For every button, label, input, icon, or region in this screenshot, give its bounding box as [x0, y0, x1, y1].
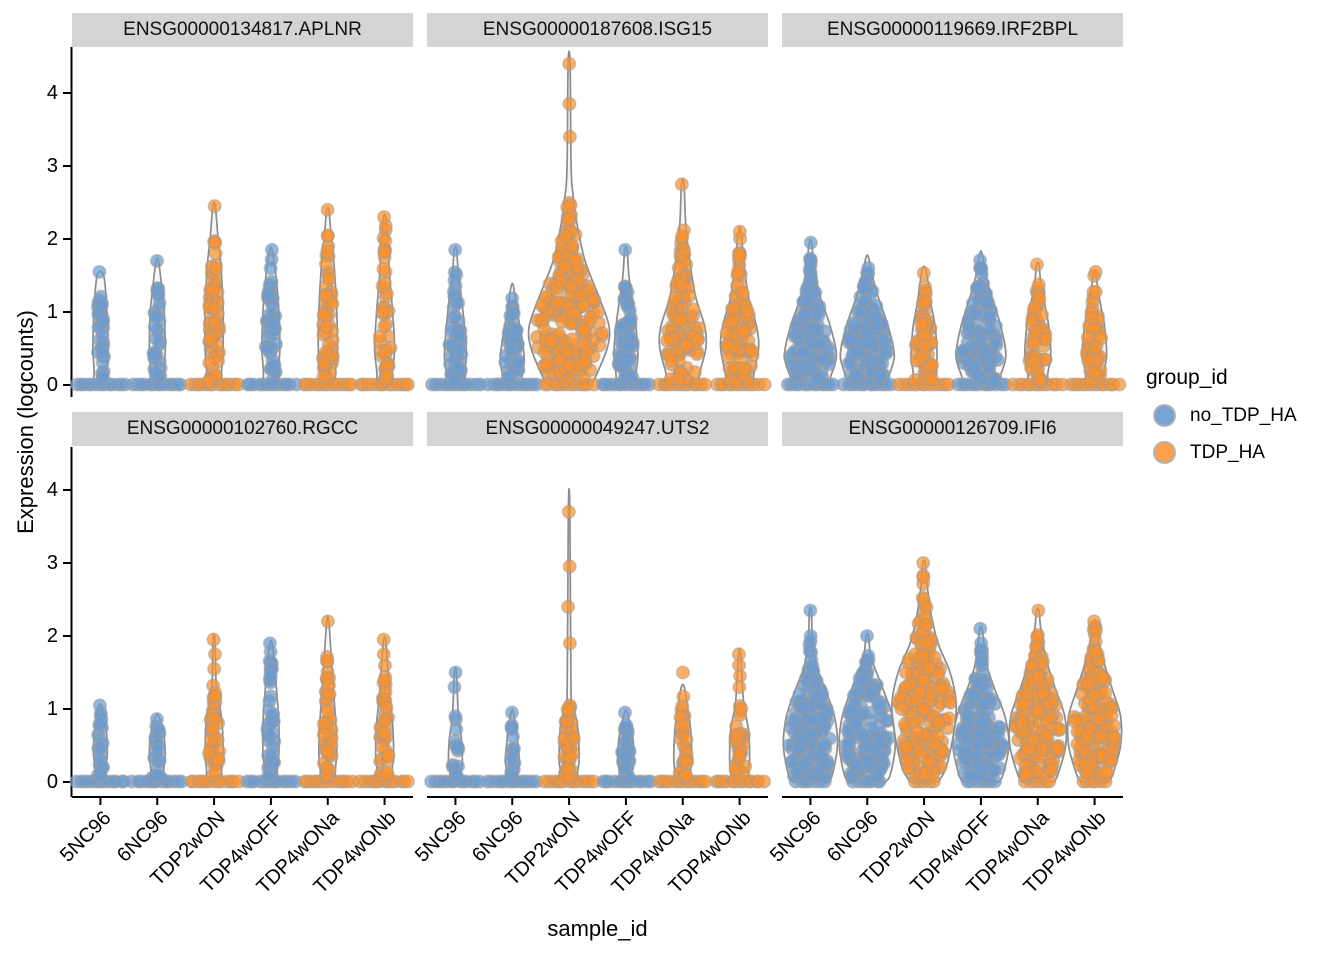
- violin-points-5NC96: [424, 665, 487, 789]
- violin-points-TDP2wON: [184, 632, 246, 789]
- violin-points-TDP4wONa: [652, 665, 713, 789]
- y-tick-label: 2: [46, 625, 58, 647]
- facet-strip-isg15: ENSG00000187608.ISG15: [427, 13, 768, 47]
- violin-points-6NC96: [125, 253, 188, 392]
- legend-entry-tdp-ha: TDP_HA: [1146, 441, 1342, 464]
- violin-points-TDP2wON: [537, 504, 601, 789]
- violin-points-6NC96: [480, 291, 544, 392]
- facet-strip-irf2bpl: ENSG00000119669.IRF2BPL: [782, 13, 1123, 47]
- legend-title: group_id: [1146, 366, 1228, 389]
- facet-strip-uts2: ENSG00000049247.UTS2: [427, 412, 768, 446]
- violin-points-TDP4wONb: [1064, 264, 1127, 392]
- violin-points-TDP4wONb: [354, 210, 415, 392]
- facet-strip-aplnr: ENSG00000134817.APLNR: [72, 13, 413, 47]
- violin-points-TDP4wONb: [709, 647, 772, 789]
- violin-points-5NC96: [69, 698, 131, 789]
- violin-points-6NC96: [480, 705, 544, 789]
- legend-entry-no-tdp-ha: no_TDP_HA: [1146, 404, 1342, 427]
- violin-points-TDP4wONa: [1009, 603, 1068, 789]
- violin-points-TDP4wONa: [297, 202, 359, 392]
- violin-points-TDP4wONa: [1006, 257, 1070, 392]
- violin-points-TDP4wOFF: [596, 705, 658, 789]
- legend-label: no_TDP_HA: [1190, 404, 1297, 426]
- violin-points-TDP4wONa: [297, 614, 360, 789]
- y-tick-label: 1: [46, 698, 58, 720]
- violin-points-TDP4wONb: [353, 632, 416, 789]
- violin-points-TDP4wOFF: [240, 242, 304, 392]
- x-axis-title: sample_id: [547, 916, 648, 941]
- legend: group_id no_TDP_HA TDP_HA: [1146, 366, 1342, 478]
- legend-key-circle-blue: [1153, 404, 1176, 427]
- violin-points-TDP4wONa: [651, 177, 713, 392]
- violin-points-TDP2wON: [891, 555, 958, 789]
- y-tick-label: 0: [46, 374, 58, 396]
- y-tick-label: 2: [46, 228, 58, 250]
- y-tick-label: 0: [46, 771, 58, 793]
- y-tick-label: 1: [46, 301, 58, 323]
- violin-points-6NC96: [124, 712, 189, 789]
- legend-key-circle-orange: [1153, 441, 1176, 464]
- violin-points-5NC96: [780, 235, 840, 392]
- violin-points-TDP4wOFF: [240, 636, 303, 789]
- violin-points-5NC96: [69, 264, 132, 392]
- violin-points-TDP4wOFF: [952, 621, 1011, 789]
- violin-points-TDP2wON: [891, 266, 956, 392]
- facet-strip-rgcc: ENSG00000102760.RGCC: [72, 412, 413, 446]
- violin-points-TDP4wONb: [710, 224, 772, 392]
- violin-points-6NC96: [836, 260, 898, 392]
- violin-points-5NC96: [782, 603, 837, 789]
- violin-points-TDP2wON: [183, 199, 246, 392]
- y-tick-label: 4: [46, 479, 58, 501]
- legend-label: TDP_HA: [1190, 441, 1265, 463]
- violin-points-5NC96: [424, 242, 488, 392]
- y-tick-label: 3: [46, 155, 58, 177]
- violin-points-6NC96: [838, 628, 896, 789]
- y-tick-label: 4: [46, 82, 58, 104]
- facet-strip-ifi6: ENSG00000126709.IFI6: [782, 412, 1123, 446]
- violin-points-TDP4wOFF: [595, 242, 657, 392]
- y-tick-label: 3: [46, 552, 58, 574]
- violin-points-TDP4wOFF: [951, 253, 1013, 392]
- violin-points-TDP4wONb: [1067, 614, 1123, 789]
- violin-points-TDP2wON: [529, 56, 610, 392]
